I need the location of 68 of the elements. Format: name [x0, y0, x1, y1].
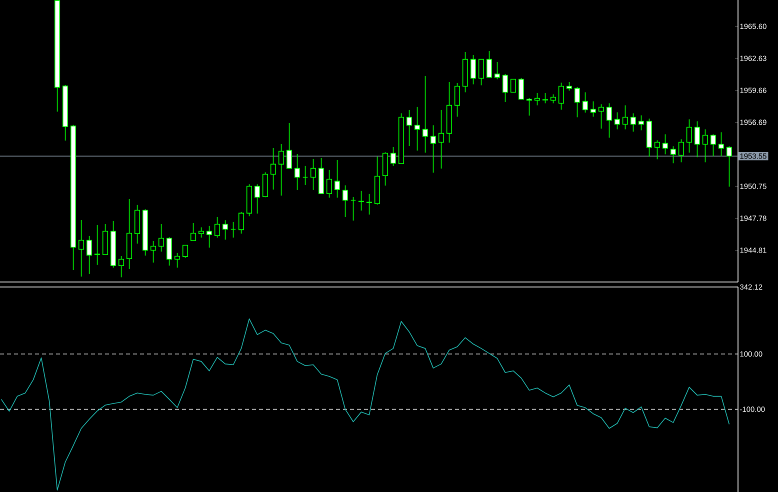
candlestick — [486, 50, 492, 78]
candlestick — [102, 224, 108, 256]
candlestick — [630, 112, 636, 132]
candlestick — [278, 144, 284, 196]
candlestick — [214, 216, 220, 238]
candlestick — [222, 220, 228, 240]
candlestick — [718, 132, 724, 157]
candlestick — [702, 128, 708, 163]
candlestick — [726, 146, 732, 188]
candlestick — [206, 226, 212, 248]
candlestick — [518, 78, 524, 100]
candlestick — [694, 120, 700, 158]
candlestick — [94, 224, 100, 266]
candlestick — [334, 160, 340, 198]
candlestick — [198, 226, 204, 238]
candlestick — [558, 82, 564, 110]
candlestick — [158, 224, 164, 252]
candlestick — [254, 184, 260, 214]
candlestick — [502, 74, 508, 102]
candlestick — [118, 256, 124, 278]
candlestick — [510, 78, 516, 93]
candlestick — [678, 138, 684, 163]
candlestick — [382, 152, 388, 186]
candlestick — [542, 92, 548, 104]
candlestick — [86, 236, 92, 274]
candlestick — [326, 170, 332, 198]
candlestick — [662, 134, 668, 155]
line-series — [0, 318, 730, 490]
candlestick — [390, 146, 396, 166]
candlestick — [414, 106, 420, 152]
candlestick — [166, 236, 172, 266]
candlestick — [638, 114, 644, 131]
candlestick — [310, 158, 316, 190]
candlestick — [494, 62, 500, 80]
candlestick — [294, 154, 300, 190]
candlestick — [574, 86, 580, 118]
candlestick — [286, 122, 292, 169]
candlestick — [622, 104, 628, 130]
candlestick — [190, 222, 196, 242]
candlestick — [454, 82, 460, 118]
candlestick — [150, 240, 156, 264]
candlestick — [262, 172, 268, 198]
candlestick — [238, 212, 244, 234]
candlestick — [422, 76, 428, 154]
candlestick — [430, 124, 436, 174]
candlestick — [342, 184, 348, 218]
candlestick — [670, 146, 676, 164]
candlestick — [78, 220, 84, 278]
candlestick — [438, 110, 444, 170]
candlestick — [406, 110, 412, 146]
candlestick — [534, 92, 540, 106]
candlestick — [614, 112, 620, 130]
candlestick — [582, 92, 588, 114]
candlestick — [686, 118, 692, 154]
candlestick — [598, 104, 604, 130]
candlestick — [182, 244, 188, 258]
candlestick — [134, 204, 140, 244]
candlestick — [302, 166, 308, 186]
candlestick — [230, 222, 236, 238]
candlestick — [606, 102, 612, 138]
candlestick — [710, 134, 716, 157]
candlestick — [590, 100, 596, 118]
candlestick — [350, 196, 356, 222]
candlestick — [174, 252, 180, 268]
candlestick — [478, 58, 484, 86]
candlestick — [270, 148, 276, 190]
candlestick — [470, 54, 476, 85]
candlestick — [654, 140, 660, 160]
